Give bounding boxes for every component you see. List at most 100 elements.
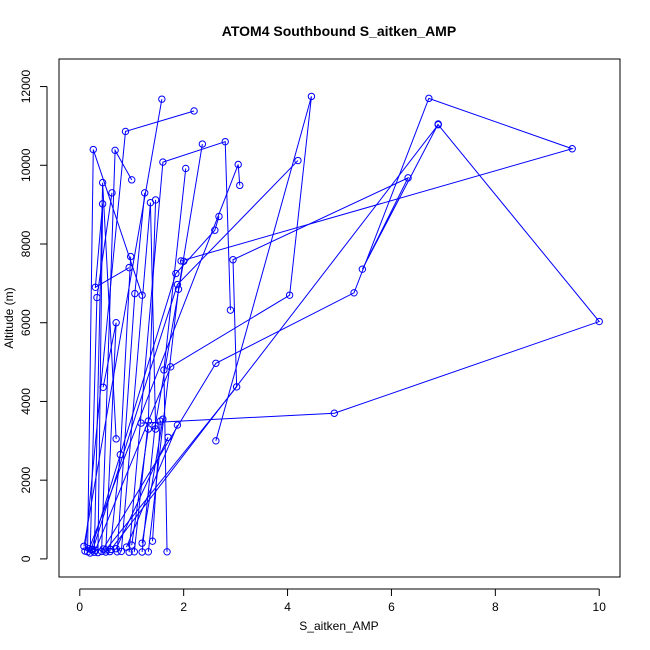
series-line: [163, 168, 187, 552]
data-point: [131, 289, 139, 298]
y-tick-label: 0: [19, 555, 33, 562]
x-tick-label: 8: [492, 600, 499, 614]
data-point: [121, 127, 130, 136]
data-series: [107, 121, 603, 554]
data-point: [568, 145, 576, 153]
data-point: [215, 212, 223, 221]
data-point: [112, 435, 120, 443]
series-line: [87, 149, 143, 552]
data-series: [97, 146, 136, 556]
data-point: [112, 544, 120, 553]
data-series: [87, 212, 223, 554]
data-series: [112, 433, 172, 553]
series-line: [147, 143, 203, 552]
data-series: [91, 200, 133, 557]
series-line: [116, 192, 146, 552]
data-point: [126, 252, 135, 261]
x-axis-label: S_aitken_AMP: [299, 619, 378, 633]
y-tick-label: 10000: [19, 148, 33, 182]
data-point: [102, 546, 110, 554]
series-line: [84, 110, 195, 552]
series-line: [89, 192, 113, 554]
y-axis: 0 2000 4000 6000 8000 10000 12000: [19, 70, 48, 562]
data-point: [173, 280, 182, 289]
series-line: [102, 97, 574, 550]
data-point: [158, 95, 166, 103]
data-point: [350, 289, 358, 297]
data-point: [221, 137, 229, 146]
data-point: [108, 189, 116, 197]
data-point: [144, 548, 153, 556]
data-point: [174, 285, 183, 293]
x-tick-label: 10: [593, 600, 607, 614]
y-tick-label: 8000: [19, 230, 33, 257]
data-series: [86, 189, 116, 557]
data-point: [98, 178, 107, 187]
x-tick-label: 0: [76, 600, 83, 614]
data-point: [330, 409, 339, 417]
data-point: [91, 546, 100, 554]
data-point: [236, 181, 244, 190]
data-point: [91, 283, 100, 291]
data-point: [294, 156, 302, 165]
series-line: [152, 421, 161, 542]
data-point: [144, 425, 153, 433]
data-point: [190, 107, 198, 115]
data-point: [166, 363, 175, 371]
series-line: [92, 160, 299, 550]
data-point: [358, 265, 367, 273]
data-series: [128, 425, 153, 549]
data-point: [425, 94, 433, 103]
data-point: [198, 140, 207, 148]
data-point: [229, 256, 237, 264]
data-point: [130, 548, 139, 556]
data-point: [144, 417, 153, 425]
data-point: [177, 257, 185, 265]
chart-title: ATOM4 Southbound S_aitken_AMP: [222, 23, 456, 39]
data-point: [125, 263, 133, 272]
data-series: [144, 140, 207, 556]
data-point: [112, 319, 120, 327]
data-point: [211, 226, 219, 234]
data-point: [98, 200, 107, 208]
data-series: [160, 164, 190, 556]
y-tick-label: 2000: [19, 467, 33, 494]
data-point: [128, 541, 136, 549]
series-line: [120, 202, 157, 552]
y-tick-label: 4000: [19, 388, 33, 415]
series-line: [102, 322, 117, 553]
data-point: [148, 537, 157, 545]
data-point: [172, 269, 180, 278]
series-line: [93, 182, 117, 553]
data-point: [151, 425, 160, 433]
data-point: [234, 160, 242, 169]
data-point: [138, 539, 146, 547]
data-point: [159, 158, 167, 166]
data-point: [182, 164, 190, 173]
data-point: [151, 196, 160, 204]
y-tick-label: 6000: [19, 309, 33, 336]
data-point: [595, 317, 603, 326]
data-point: [160, 366, 168, 374]
data-point: [232, 383, 241, 391]
plot-frame: [58, 58, 621, 578]
data-point: [128, 176, 136, 184]
data-point: [156, 417, 164, 425]
data-point: [226, 306, 235, 314]
x-tick-label: 4: [284, 600, 291, 614]
data-series: [113, 189, 149, 556]
data-point: [307, 92, 316, 101]
y-axis-label: Altitude (m): [2, 287, 16, 348]
series-line: [115, 437, 169, 549]
data-point: [99, 383, 107, 391]
series-line: [83, 99, 163, 547]
data-point: [89, 145, 97, 154]
data-point: [163, 548, 171, 556]
series-line: [128, 140, 231, 553]
data-point: [173, 421, 182, 429]
x-tick-label: 2: [180, 600, 187, 614]
x-tick-label: 6: [388, 600, 395, 614]
series-line: [90, 216, 220, 550]
